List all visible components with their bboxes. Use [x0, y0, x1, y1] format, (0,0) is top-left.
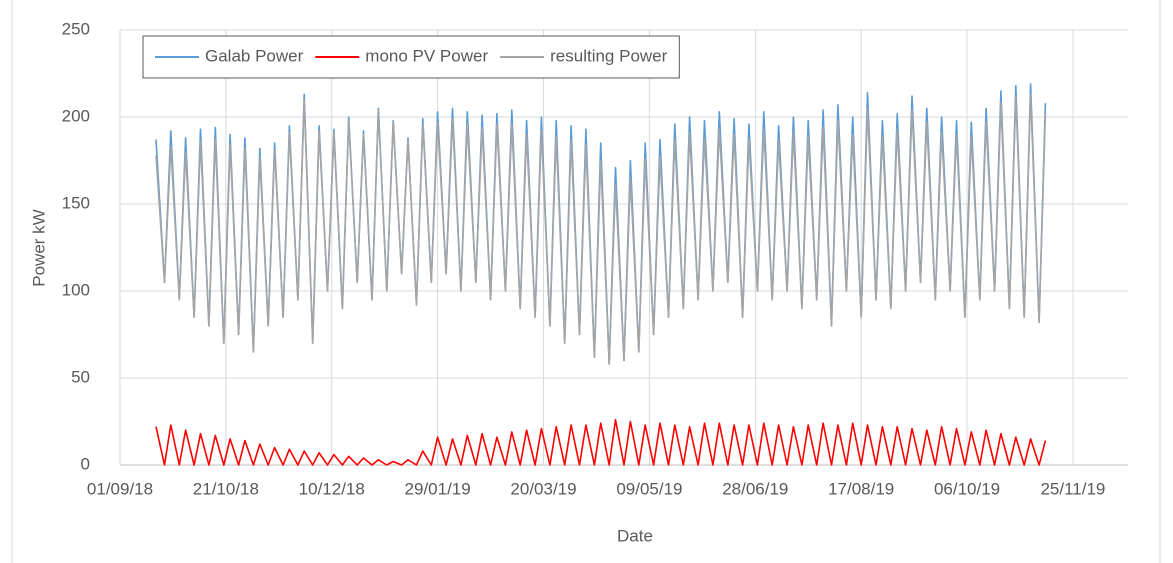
legend-box	[142, 35, 680, 79]
y-tick-label: 200	[62, 106, 90, 125]
x-tick-label: 25/11/19	[1040, 479, 1105, 498]
y-tick-label: 50	[71, 367, 90, 386]
x-tick-label: 10/12/18	[299, 479, 365, 498]
x-tick-label: 21/10/18	[193, 479, 259, 498]
y-axis-title: Power kW	[29, 209, 48, 286]
x-tick-label: 09/05/19	[616, 479, 682, 498]
legend-label: resulting Power	[550, 46, 668, 65]
series-line	[155, 93, 1047, 365]
y-tick-label: 0	[81, 454, 90, 473]
legend-label: mono PV Power	[365, 46, 488, 65]
x-tick-label: 28/06/19	[722, 479, 788, 498]
x-tick-label: 29/01/19	[405, 479, 471, 498]
legend: Galab Power mono PV Power resulting Power	[142, 35, 680, 79]
x-tick-label: 06/10/19	[934, 479, 1000, 498]
legend-label: Galab Power	[205, 46, 304, 65]
chart-frame	[11, 0, 1161, 563]
x-tick-label: 17/08/19	[828, 479, 894, 498]
series-line	[155, 83, 1047, 365]
x-tick-label: 20/03/19	[510, 479, 576, 498]
y-tick-label: 250	[62, 19, 90, 38]
series-line	[155, 419, 1047, 466]
x-tick-label: 01/09/18	[87, 479, 153, 498]
x-axis-title: Date	[617, 526, 653, 545]
y-tick-label: 100	[62, 280, 90, 299]
y-tick-label: 150	[62, 193, 90, 212]
